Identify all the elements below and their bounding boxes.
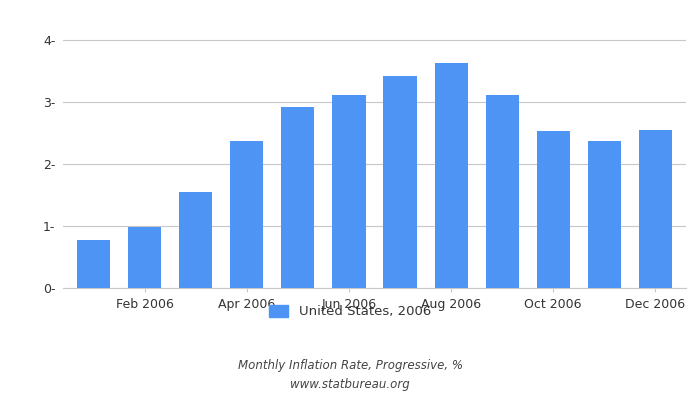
Bar [332,95,365,288]
Bar [486,95,519,288]
Bar [230,141,263,288]
Bar [639,130,672,288]
Bar [77,240,110,288]
Bar [384,76,416,288]
Bar [435,63,468,288]
Bar [281,107,314,288]
Text: Monthly Inflation Rate, Progressive, %: Monthly Inflation Rate, Progressive, % [237,360,463,372]
Bar [128,227,161,288]
Bar [537,131,570,288]
Bar [588,141,621,288]
Text: www.statbureau.org: www.statbureau.org [290,378,410,391]
Bar [179,192,212,288]
Legend: United States, 2006: United States, 2006 [263,300,437,324]
